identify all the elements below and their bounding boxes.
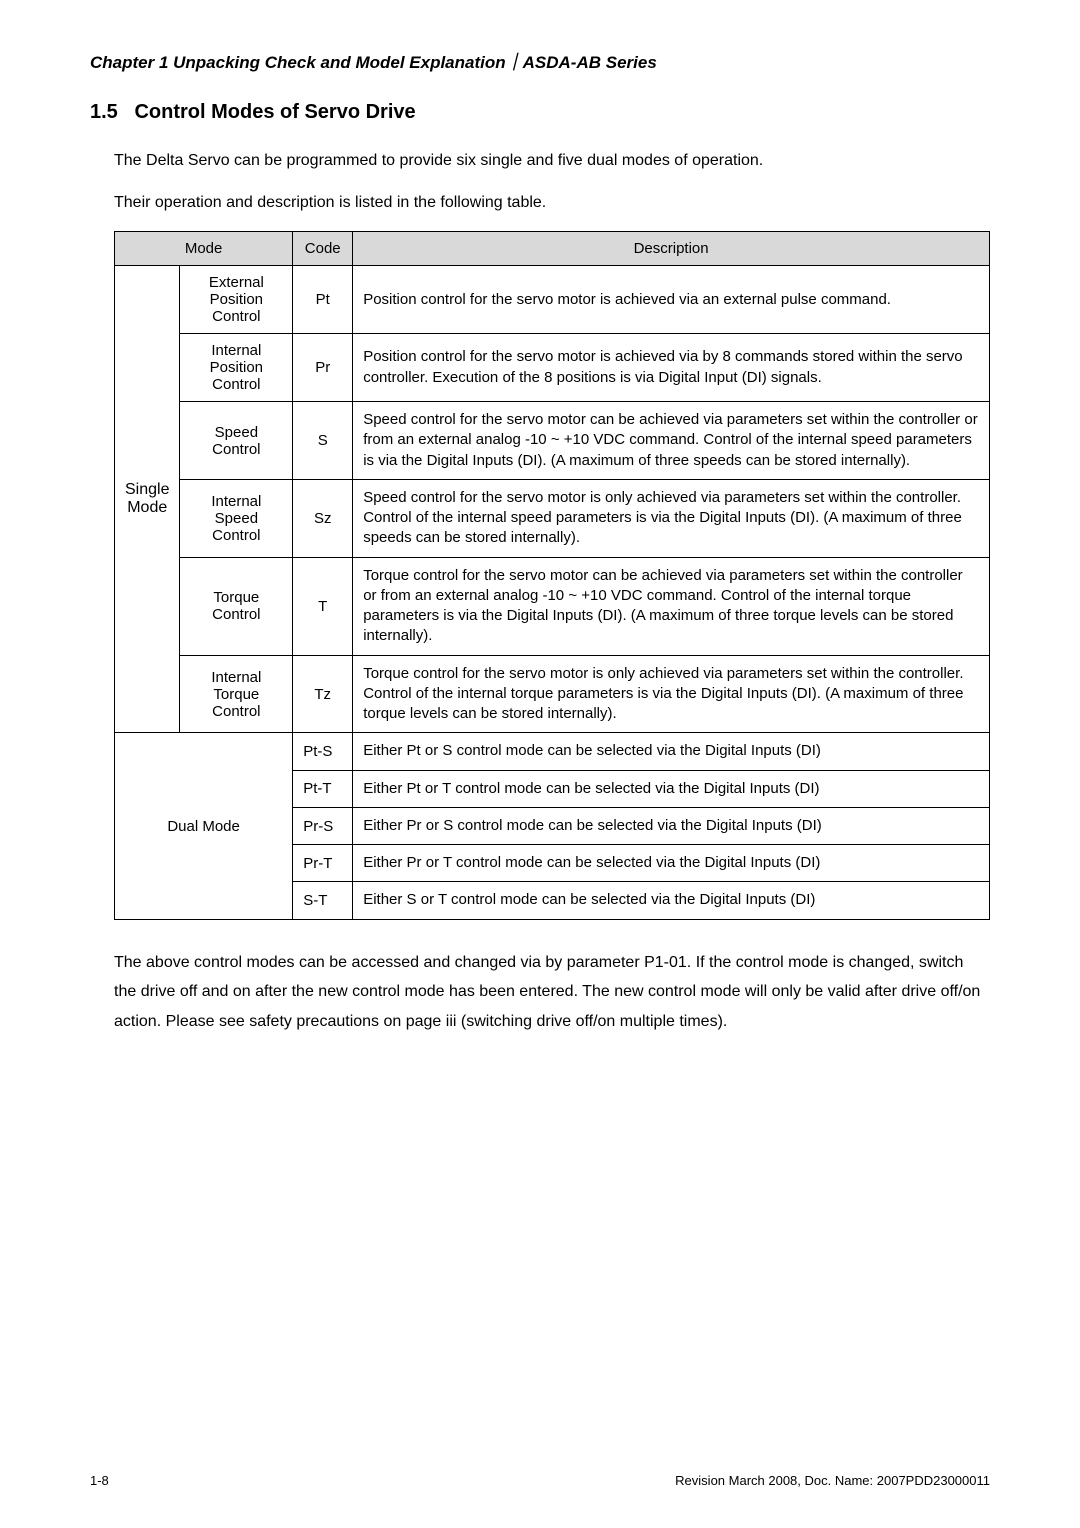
cell-desc: Position control for the servo motor is … bbox=[353, 266, 990, 334]
table-head: Mode Code Description bbox=[115, 232, 990, 266]
th-desc: Description bbox=[353, 232, 990, 266]
footer-revision: Revision March 2008, Doc. Name: 2007PDD2… bbox=[675, 1473, 990, 1488]
table-row: Speed Control S Speed control for the se… bbox=[115, 402, 990, 480]
page: Chapter 1 Unpacking Check and Model Expl… bbox=[0, 0, 1080, 1528]
cell-code: S-T bbox=[293, 882, 353, 919]
cell-code: S bbox=[293, 402, 353, 480]
table-row: Dual Mode Pt-S Either Pt or S control mo… bbox=[115, 733, 990, 770]
cell-desc: Torque control for the servo motor is on… bbox=[353, 655, 990, 733]
cell-desc: Either Pt or S control mode can be selec… bbox=[353, 733, 990, 770]
dual-mode-label: Dual Mode bbox=[115, 733, 293, 919]
table-header-row: Mode Code Description bbox=[115, 232, 990, 266]
running-head: Chapter 1 Unpacking Check and Model Expl… bbox=[90, 48, 990, 73]
closing-paragraph: The above control modes can be accessed … bbox=[114, 948, 990, 1037]
table-row: Torque Control T Torque control for the … bbox=[115, 557, 990, 655]
table-row: Internal Torque Control Tz Torque contro… bbox=[115, 655, 990, 733]
table-row: Internal Speed Control Sz Speed control … bbox=[115, 479, 990, 557]
cell-desc: Either Pt or T control mode can be selec… bbox=[353, 770, 990, 807]
page-footer: 1-8 Revision March 2008, Doc. Name: 2007… bbox=[90, 1473, 990, 1488]
cell-mode: Internal Speed Control bbox=[180, 479, 293, 557]
cell-code: Pr-T bbox=[293, 845, 353, 882]
section-number: 1.5 bbox=[90, 101, 118, 123]
cell-desc: Either S or T control mode can be select… bbox=[353, 882, 990, 919]
section-heading: Control Modes of Servo Drive bbox=[134, 101, 415, 123]
cell-code: Pr bbox=[293, 334, 353, 402]
cell-code: Pt-S bbox=[293, 733, 353, 770]
cell-code: Pt-T bbox=[293, 770, 353, 807]
cell-desc: Either Pr or S control mode can be selec… bbox=[353, 807, 990, 844]
th-mode: Mode bbox=[115, 232, 293, 266]
control-modes-table: Mode Code Description Single Mode Extern… bbox=[114, 231, 990, 920]
single-mode-label: Single Mode bbox=[115, 266, 180, 733]
cell-desc: Position control for the servo motor is … bbox=[353, 334, 990, 402]
footer-page-number: 1-8 bbox=[90, 1473, 109, 1488]
cell-desc: Torque control for the servo motor can b… bbox=[353, 557, 990, 655]
cell-mode: Internal Torque Control bbox=[180, 655, 293, 733]
section-title: 1.5 Control Modes of Servo Drive bbox=[90, 101, 990, 124]
cell-mode: External Position Control bbox=[180, 266, 293, 334]
cell-code: Tz bbox=[293, 655, 353, 733]
table-row: Single Mode External Position Control Pt… bbox=[115, 266, 990, 334]
cell-desc: Either Pr or T control mode can be selec… bbox=[353, 845, 990, 882]
table-row: Internal Position Control Pr Position co… bbox=[115, 334, 990, 402]
th-code: Code bbox=[293, 232, 353, 266]
cell-desc: Speed control for the servo motor is onl… bbox=[353, 479, 990, 557]
cell-mode: Internal Position Control bbox=[180, 334, 293, 402]
cell-mode: Torque Control bbox=[180, 557, 293, 655]
cell-code: Sz bbox=[293, 479, 353, 557]
cell-code: Pr-S bbox=[293, 807, 353, 844]
table-body: Single Mode External Position Control Pt… bbox=[115, 266, 990, 920]
intro-line-1: The Delta Servo can be programmed to pro… bbox=[114, 148, 990, 174]
cell-code: T bbox=[293, 557, 353, 655]
intro-line-2: Their operation and description is liste… bbox=[114, 190, 990, 216]
cell-mode: Speed Control bbox=[180, 402, 293, 480]
cell-code: Pt bbox=[293, 266, 353, 334]
cell-desc: Speed control for the servo motor can be… bbox=[353, 402, 990, 480]
